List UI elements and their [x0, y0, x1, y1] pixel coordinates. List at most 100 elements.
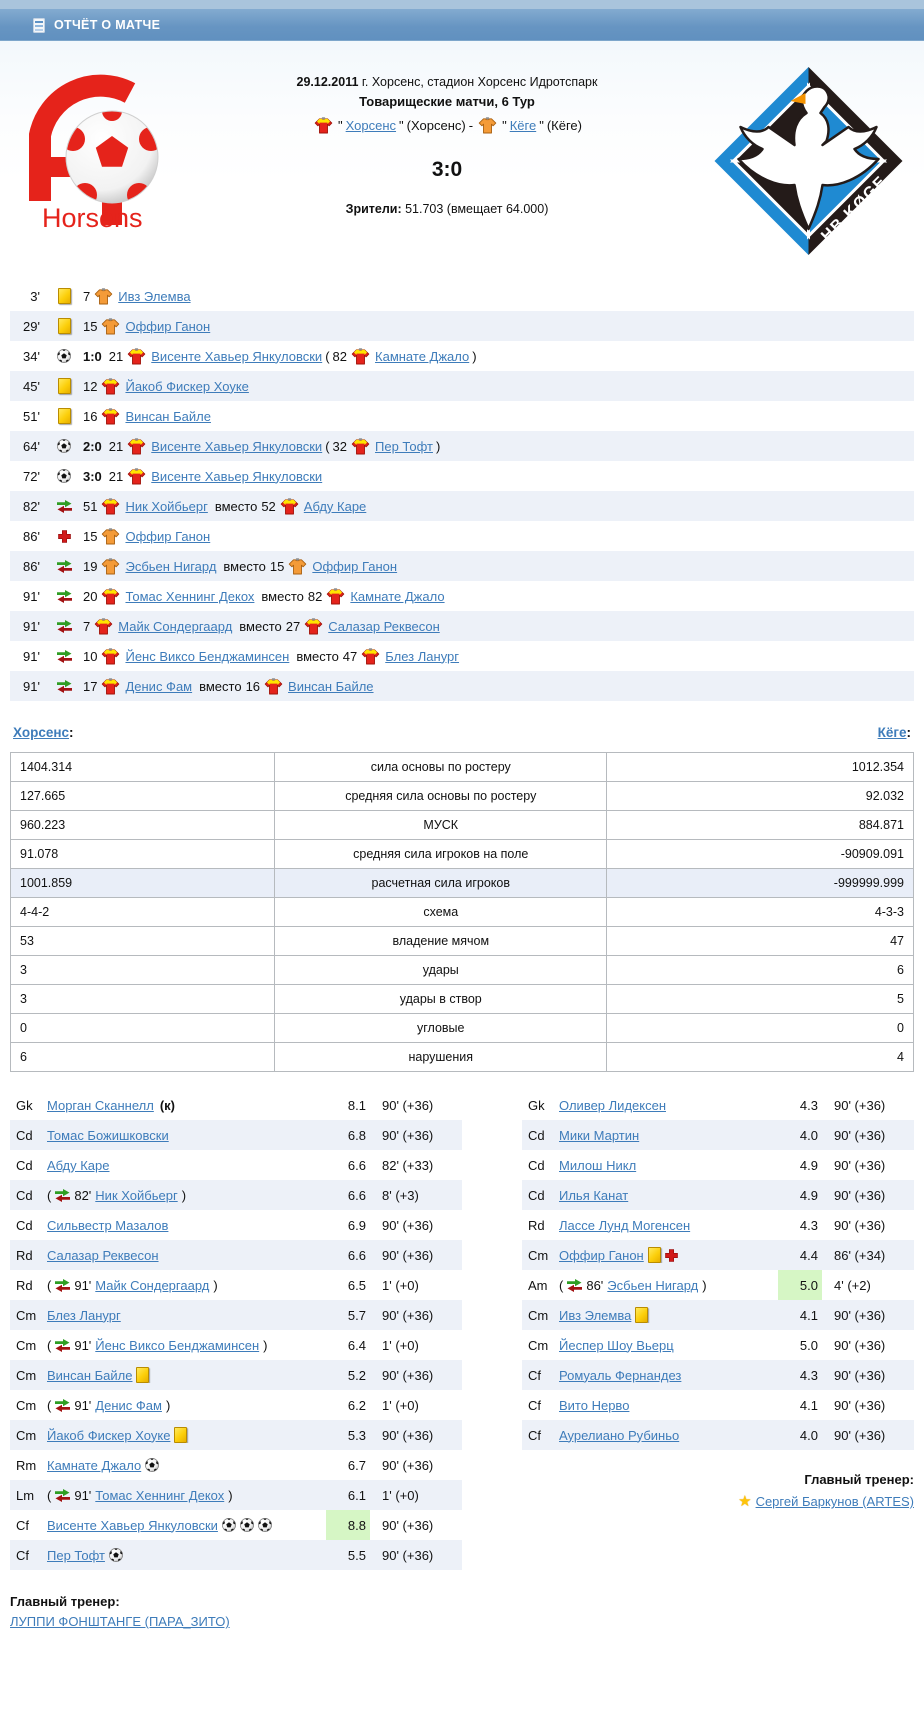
- player-position: Rd: [16, 1247, 33, 1263]
- away-team-section-link[interactable]: Кёге: [877, 725, 907, 740]
- player-link[interactable]: Йеспер Шоу Вьерц: [559, 1337, 674, 1353]
- away-team-link[interactable]: Кёге: [509, 117, 537, 133]
- player-link[interactable]: Томас Божишковски: [47, 1127, 169, 1143]
- player-link[interactable]: Блез Ланург: [47, 1307, 121, 1323]
- shirt-number: 15: [83, 528, 98, 544]
- stat-away-value: 47: [606, 926, 914, 956]
- player-minutes: 90' (+36): [382, 1367, 434, 1383]
- player-rating: 5.5: [347, 1547, 366, 1563]
- substitution-icon: [55, 1488, 71, 1502]
- event-score: 3:0: [83, 468, 102, 484]
- home-jersey-icon: [128, 467, 146, 484]
- player-link[interactable]: Морган Сканнелл: [47, 1097, 154, 1113]
- player-link[interactable]: Пер Тофт: [375, 438, 433, 454]
- player-link[interactable]: Абду Каре: [47, 1157, 110, 1173]
- home-coach-link[interactable]: ЛУППИ ФОНШТАНГЕ (ПАРА_ЗИТО): [10, 1614, 230, 1630]
- player-link[interactable]: Милош Никл: [559, 1157, 637, 1173]
- player-link[interactable]: Камнате Джало: [350, 588, 445, 604]
- player-position: Cf: [16, 1517, 29, 1533]
- player-link[interactable]: Йакоб Фискер Хоуке: [125, 378, 249, 394]
- player-link[interactable]: Оффир Ганон: [312, 558, 398, 574]
- substitution-icon: [56, 499, 72, 513]
- player-link[interactable]: Оффир Ганон: [125, 528, 211, 544]
- event-time: 64': [23, 438, 40, 454]
- stat-label: удары в створ: [274, 984, 608, 1014]
- player-name-cell: Сильвестр Мазалов: [47, 1218, 326, 1233]
- player-link[interactable]: Йенс Виксо Бенджаминсен: [95, 1337, 260, 1353]
- player-link[interactable]: Томас Хеннинг Декох: [95, 1487, 225, 1503]
- player-link[interactable]: Винсан Байле: [47, 1367, 133, 1383]
- player-name-cell: Ромуаль Фернандез: [559, 1368, 778, 1383]
- player-link[interactable]: Сильвестр Мазалов: [47, 1217, 169, 1233]
- player-link[interactable]: Ник Хойбьерг: [125, 498, 208, 514]
- shirt-number: 15: [83, 318, 98, 334]
- player-link[interactable]: Эсбьен Нигард: [125, 558, 217, 574]
- player-rating: 6.7: [347, 1457, 366, 1473]
- player-minutes: 90' (+36): [382, 1247, 434, 1263]
- player-link[interactable]: Камнате Джало: [375, 348, 470, 364]
- player-link[interactable]: Майк Сондергаард: [118, 618, 233, 634]
- player-link[interactable]: Висенте Хавьер Янкуловски: [47, 1517, 218, 1533]
- home-jersey-icon: [94, 617, 113, 634]
- player-link[interactable]: Винсан Байле: [288, 678, 374, 694]
- yellow-card-icon: [647, 1247, 661, 1263]
- home-team-section-link[interactable]: Хорсенс: [13, 725, 69, 740]
- player-link[interactable]: Камнате Джало: [47, 1457, 142, 1473]
- player-link[interactable]: Лассе Лунд Могенсен: [559, 1217, 691, 1233]
- event-time: 91': [23, 618, 40, 634]
- stat-away-value: 1012.354: [606, 752, 914, 782]
- match-tournament: Товарищеские матчи, 6 Тур: [359, 94, 535, 110]
- player-minutes: 90' (+36): [834, 1097, 886, 1113]
- event-time: 45': [23, 378, 40, 394]
- player-rating: 8.8: [326, 1510, 370, 1540]
- home-section-title: Хорсенс:: [13, 725, 74, 740]
- substitution-icon: [55, 1398, 71, 1412]
- player-link[interactable]: Вито Нерво: [559, 1397, 630, 1413]
- player-link[interactable]: Абду Каре: [303, 498, 367, 514]
- player-link[interactable]: Оливер Лидексен: [559, 1097, 666, 1113]
- player-row: Cd Мики Мартин 4.0 90' (+36): [522, 1120, 914, 1150]
- player-link[interactable]: Ивз Элемва: [559, 1307, 632, 1323]
- event-time: 86': [23, 528, 40, 544]
- player-link[interactable]: Пер Тофт: [47, 1547, 105, 1563]
- player-link[interactable]: Денис Фам: [95, 1397, 162, 1413]
- stat-label: схема: [274, 897, 608, 927]
- player-link[interactable]: Висенте Хавьер Янкуловски: [151, 468, 323, 484]
- injury-cross-icon: [57, 529, 71, 543]
- player-link[interactable]: Блез Ланург: [385, 648, 460, 664]
- player-link[interactable]: Висенте Хавьер Янкуловски: [151, 438, 323, 454]
- player-link[interactable]: Йенс Виксо Бенджаминсен: [125, 648, 290, 664]
- stat-home-value: 3: [9, 984, 276, 1014]
- player-link[interactable]: Томас Хеннинг Декох: [125, 588, 255, 604]
- player-link[interactable]: Оффир Ганон: [559, 1247, 644, 1263]
- player-position: Cd: [16, 1127, 33, 1143]
- player-link[interactable]: Майк Сондергаард: [95, 1277, 210, 1293]
- player-link[interactable]: Ромуаль Фернандез: [559, 1367, 682, 1383]
- player-row: Cd Илья Канат 4.9 90' (+36): [522, 1180, 914, 1210]
- player-link[interactable]: Оффир Ганон: [125, 318, 211, 334]
- player-link[interactable]: Ник Хойбьерг: [95, 1187, 178, 1203]
- player-minutes: 90' (+36): [382, 1307, 434, 1323]
- home-jersey-icon: [102, 587, 120, 604]
- away-coach-link[interactable]: Сергей Баркунов (ARTES): [755, 1494, 914, 1510]
- player-name-cell: Висенте Хавьер Янкуловски: [47, 1518, 326, 1533]
- player-position: Cd: [528, 1127, 545, 1143]
- home-logo-caption: Horsens: [42, 203, 143, 231]
- player-link[interactable]: Винсан Байле: [125, 408, 211, 424]
- player-link[interactable]: Висенте Хавьер Янкуловски: [151, 348, 323, 364]
- player-link[interactable]: Салазар Реквесон: [47, 1247, 159, 1263]
- home-team-link[interactable]: Хорсенс: [345, 117, 397, 133]
- player-link[interactable]: Салазар Реквесон: [328, 618, 440, 634]
- yellow-card-icon: [635, 1307, 649, 1323]
- player-link[interactable]: Ивз Элемва: [118, 288, 191, 304]
- player-link[interactable]: Йакоб Фискер Хоуке: [47, 1427, 171, 1443]
- player-link[interactable]: Эсбьен Нигард: [607, 1277, 699, 1293]
- player-link[interactable]: Мики Мартин: [559, 1127, 640, 1143]
- player-link[interactable]: Денис Фам: [125, 678, 193, 694]
- player-link[interactable]: Аурелиано Рубиньо: [559, 1427, 680, 1443]
- shirt-number: 21: [108, 348, 124, 364]
- player-link[interactable]: Илья Канат: [559, 1187, 629, 1203]
- event-row: 82' 51 Ник Хойбьерг вместо 52 Абду Каре: [10, 491, 914, 521]
- stat-home-value: 0: [9, 1013, 276, 1043]
- player-rating: 6.1: [347, 1487, 366, 1503]
